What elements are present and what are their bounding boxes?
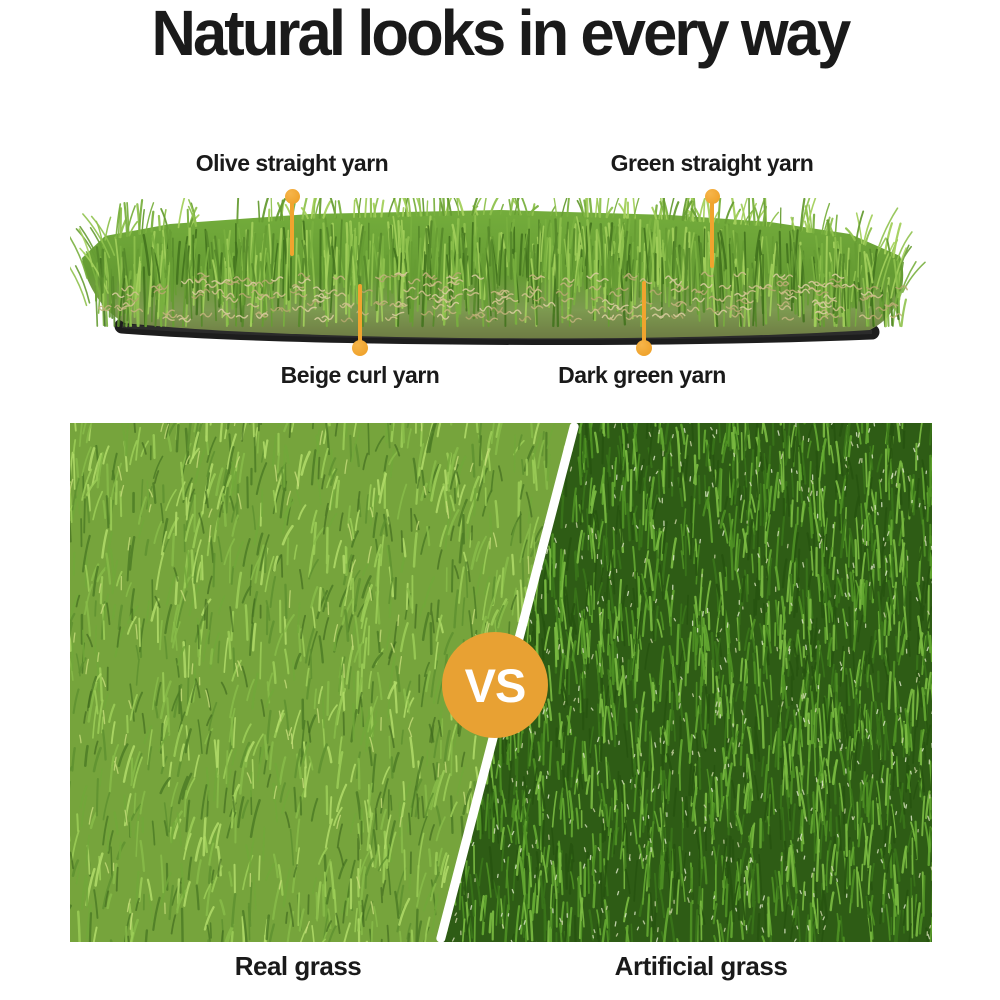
callout-pin-stem-beige [358, 284, 362, 348]
callout-label-olive-straight-yarn: Olive straight yarn [195, 150, 389, 176]
callout-label-green-straight-yarn: Green straight yarn [610, 150, 814, 176]
callout-label-beige-curl-yarn: Beige curl yarn [280, 362, 440, 388]
caption-artificial-grass: Artificial grass [614, 951, 788, 981]
turf-cross-section-image [70, 198, 926, 346]
callout-pin-stem-green [710, 197, 714, 268]
callout-pin-dot-olive [285, 189, 300, 204]
vs-badge: VS [442, 632, 548, 738]
page-title: Natural looks in every way [151, 0, 852, 69]
vs-label: VS [464, 658, 527, 712]
callout-pin-dot-green [705, 189, 720, 204]
callout-label-dark-green-yarn: Dark green yarn [558, 362, 726, 388]
callout-pin-dot-dark-green [636, 340, 652, 356]
caption-real-grass: Real grass [234, 951, 362, 981]
callout-pin-dot-beige [352, 340, 368, 356]
page-title-wrap: Natural looks in every way [0, 0, 1000, 67]
callout-pin-stem-dark-green [642, 281, 646, 348]
callout-pin-stem-olive [290, 197, 294, 256]
comparison-image: VS [70, 421, 932, 944]
